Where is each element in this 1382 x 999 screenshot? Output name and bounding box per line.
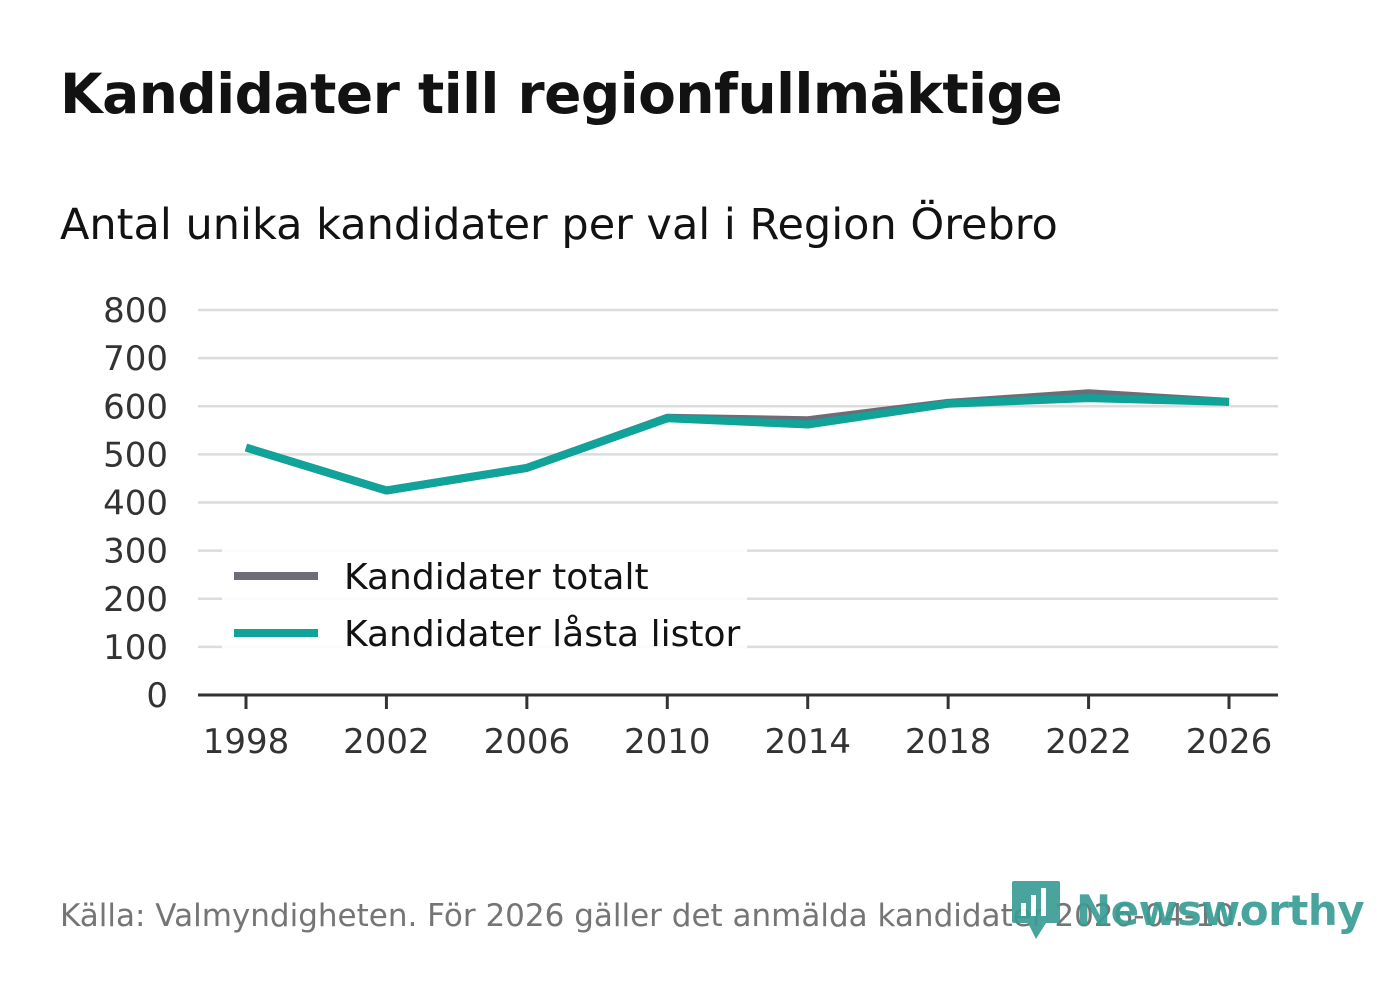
line-chart: 0 100 200 300 400 500 600 700 800 Kandidater tot… — [103, 291, 1278, 762]
y-tick-label: 300 — [103, 532, 168, 572]
x-axis: 1998 2002 2006 2010 2014 2018 2022 2026 — [198, 693, 1278, 762]
y-tick-label: 200 — [103, 580, 168, 620]
series-line-locked-lists — [244, 394, 1230, 495]
x-tick-label: 2010 — [624, 722, 711, 762]
x-tick-label: 2002 — [343, 722, 430, 762]
chart-title: Kandidater till regionfullmäktige — [60, 62, 1063, 126]
series-line-total — [244, 389, 1230, 495]
x-tick-label: 2014 — [764, 722, 851, 762]
x-tick-label: 2018 — [905, 722, 992, 762]
x-tick-label: 1998 — [203, 722, 290, 762]
y-tick-label: 700 — [103, 339, 168, 379]
legend-label: Kandidater låsta listor — [344, 614, 740, 655]
y-tick-label: 0 — [146, 676, 168, 716]
legend: Kandidater totalt Kandidater låsta listor — [222, 548, 747, 655]
series-lines — [244, 389, 1230, 495]
newsworthy-logo: Newsworthy — [1010, 878, 1365, 942]
x-tick-label: 2006 — [484, 722, 571, 762]
y-tick-label: 600 — [103, 387, 168, 427]
y-tick-label: 400 — [103, 484, 168, 524]
brand-name: Newsworthy — [1076, 885, 1365, 935]
bar-chart-icon — [1012, 881, 1060, 939]
y-axis-ticks: 0 100 200 300 400 500 600 700 800 — [103, 291, 168, 716]
chart-subtitle: Antal unika kandidater per val i Region … — [60, 200, 1058, 250]
y-tick-label: 100 — [103, 628, 168, 668]
x-tick-label: 2026 — [1186, 722, 1273, 762]
y-tick-label: 500 — [103, 435, 168, 475]
x-tick-label: 2022 — [1045, 722, 1132, 762]
legend-label: Kandidater totalt — [344, 557, 649, 598]
y-tick-label: 800 — [103, 291, 168, 331]
